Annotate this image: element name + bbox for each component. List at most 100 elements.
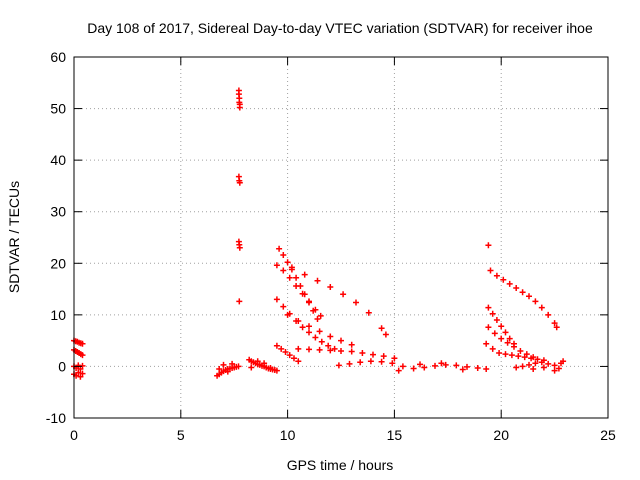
data-point: [314, 277, 321, 284]
y-tick-label: 0: [58, 358, 66, 374]
data-point: [378, 358, 385, 365]
series-baseline-7h: [214, 360, 242, 379]
data-point: [295, 358, 302, 365]
data-point: [464, 363, 470, 370]
x-tick-label: 20: [493, 427, 509, 443]
data-point: [327, 333, 334, 340]
data-point: [273, 296, 280, 303]
data-point: [359, 350, 366, 356]
data-point: [410, 365, 417, 372]
series-arc-9.5h-a: [273, 262, 324, 319]
data-point: [389, 360, 396, 367]
data-point: [280, 267, 287, 274]
y-tick-label: -10: [46, 410, 66, 426]
y-tick-label: 20: [50, 255, 66, 271]
data-point: [346, 360, 353, 367]
data-point: [438, 360, 445, 367]
data-point: [530, 366, 537, 372]
data-point: [295, 345, 302, 352]
x-tick-label: 10: [280, 427, 296, 443]
data-point: [551, 320, 558, 327]
data-point: [316, 328, 323, 335]
data-point: [357, 359, 364, 366]
data-point: [528, 355, 535, 362]
data-point: [489, 345, 496, 352]
data-point: [299, 324, 306, 331]
data-point: [293, 274, 300, 281]
data-point: [216, 366, 223, 372]
data-point: [380, 353, 387, 360]
data-point: [555, 365, 562, 372]
data-point: [306, 346, 312, 353]
series-baseline-12-19h: [335, 358, 490, 374]
data-point: [282, 349, 289, 355]
data-point: [331, 345, 338, 352]
y-tick-label: 60: [50, 49, 66, 65]
data-point: [273, 367, 280, 374]
data-point: [382, 331, 389, 338]
data-point: [348, 341, 355, 348]
data-point: [338, 337, 344, 344]
data-point: [421, 364, 428, 371]
data-point: [417, 361, 423, 368]
data-point: [378, 325, 385, 332]
data-point: [325, 342, 332, 349]
data-point: [236, 244, 243, 251]
data-point: [261, 360, 268, 367]
data-point: [273, 342, 280, 349]
series-arc-19.4h-d: [483, 340, 547, 364]
data-point: [474, 365, 481, 371]
data-point: [288, 264, 295, 271]
data-point: [519, 289, 526, 296]
data-point: [306, 323, 312, 330]
data-point: [453, 362, 460, 369]
data-points: [71, 87, 567, 380]
data-point: [485, 242, 492, 249]
grid-lines: [74, 57, 608, 418]
data-point: [286, 274, 293, 281]
data-point: [521, 354, 528, 361]
data-point: [276, 245, 283, 252]
data-point: [506, 280, 513, 287]
data-point: [551, 367, 558, 374]
data-point: [236, 104, 243, 111]
data-point: [79, 340, 86, 347]
data-point: [498, 323, 505, 330]
data-point: [310, 307, 317, 314]
data-point: [327, 347, 334, 354]
data-point: [278, 345, 285, 352]
data-point: [526, 361, 532, 368]
y-axis-label: SDTVAR / TECUs: [6, 181, 22, 293]
data-point: [254, 358, 261, 365]
data-point: [235, 363, 242, 370]
data-point: [77, 366, 84, 372]
series-baseline-20-23h: [513, 358, 567, 374]
data-point: [508, 352, 515, 359]
data-point: [526, 293, 532, 300]
data-point: [485, 324, 492, 331]
chart-title: Day 108 of 2017, Sidereal Day-to-day VTE…: [87, 20, 593, 36]
data-point: [487, 267, 494, 274]
series-arc-9.5h-b: [273, 296, 338, 352]
data-point: [489, 310, 496, 317]
data-point: [291, 355, 297, 362]
data-point: [338, 348, 344, 354]
data-point: [506, 335, 513, 342]
data-point: [248, 364, 255, 371]
series-cluster-start-a: [71, 337, 86, 347]
data-point: [236, 298, 243, 305]
data-point: [395, 367, 402, 374]
data-point: [485, 304, 492, 311]
data-point: [515, 353, 522, 360]
data-point: [442, 361, 449, 368]
axis-ticks: [73, 56, 609, 419]
data-point: [504, 339, 511, 346]
y-tick-label: 40: [50, 152, 66, 168]
data-point: [312, 334, 319, 341]
series-cluster-start-b: [71, 346, 86, 359]
data-point: [560, 358, 567, 365]
data-point: [220, 361, 227, 368]
plot-frame: [73, 56, 609, 419]
